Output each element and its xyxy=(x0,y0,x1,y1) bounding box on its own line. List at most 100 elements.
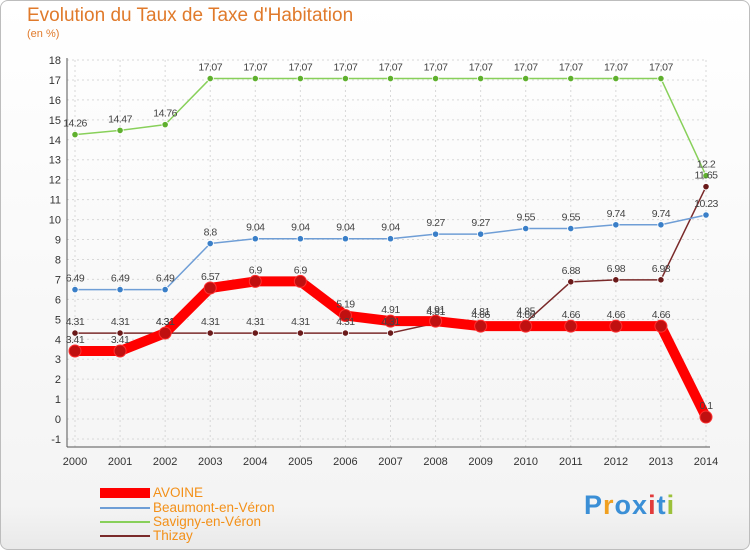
data-label-savigny-en-v-ron: 14.26 xyxy=(63,118,87,130)
data-point-beaumont-en-v-ron xyxy=(161,285,169,294)
data-label-beaumont-en-v-ron: 6.49 xyxy=(111,273,130,285)
y-tick-label: 8 xyxy=(55,254,61,266)
data-label-beaumont-en-v-ron: 9.74 xyxy=(652,208,671,220)
x-tick-label: 2012 xyxy=(604,456,628,468)
data-point-beaumont-en-v-ron xyxy=(657,221,665,229)
data-label-thizay: 4.81 xyxy=(426,306,445,318)
chart-unit: (en %) xyxy=(27,28,60,40)
data-label-avoine: 0.1 xyxy=(699,400,713,412)
data-label-thizay: 4.31 xyxy=(336,316,355,328)
data-point-thizay xyxy=(116,329,124,337)
data-point-avoine xyxy=(158,326,172,340)
y-tick-label: 2 xyxy=(55,374,61,386)
y-tick-label: 10 xyxy=(49,215,61,227)
y-tick-label: 1 xyxy=(55,394,61,406)
data-point-savigny-en-v-ron xyxy=(567,74,575,83)
legend-swatch-thizay xyxy=(100,535,150,537)
x-tick-label: 2001 xyxy=(108,456,132,468)
data-point-avoine xyxy=(68,344,82,358)
data-point-avoine xyxy=(293,274,307,288)
data-point-savigny-en-v-ron xyxy=(71,131,79,139)
x-tick-label: 2007 xyxy=(378,456,402,468)
data-label-avoine: 3.41 xyxy=(111,334,130,346)
data-point-savigny-en-v-ron xyxy=(702,172,710,180)
data-point-thizay xyxy=(296,329,304,337)
logo-letter: P xyxy=(584,490,604,520)
x-tick-label: 2006 xyxy=(333,456,357,468)
data-point-thizay xyxy=(251,329,259,337)
data-label-savigny-en-v-ron: 17.07 xyxy=(334,62,358,74)
data-label-avoine: 4.66 xyxy=(562,309,581,321)
data-label-beaumont-en-v-ron: 9.04 xyxy=(291,222,310,234)
data-point-savigny-en-v-ron xyxy=(161,121,169,129)
data-point-thizay xyxy=(341,329,350,337)
x-tick-label: 2005 xyxy=(288,456,312,468)
logo-letter: r xyxy=(603,490,615,520)
data-point-beaumont-en-v-ron xyxy=(71,285,79,294)
data-label-avoine: 5.19 xyxy=(336,299,355,311)
data-label-thizay: 4.31 xyxy=(201,316,220,328)
logo-letter: i xyxy=(648,490,657,520)
data-label-savigny-en-v-ron: 17.07 xyxy=(649,62,673,74)
x-tick-label: 2008 xyxy=(423,456,447,468)
data-label-thizay: 6.98 xyxy=(607,263,626,275)
data-labels: 3.41 3.414.316.576.9 6.95.19 4.91 4.91 4.66 4.… xyxy=(63,62,719,413)
data-point-thizay xyxy=(386,329,395,337)
data-point-savigny-en-v-ron xyxy=(116,126,124,135)
chart-title: Evolution du Taux de Taxe d'Habitation xyxy=(27,5,354,26)
data-label-thizay: 6.88 xyxy=(562,265,581,277)
logo-letter: t xyxy=(656,490,667,520)
data-label-thizay: 4.31 xyxy=(66,316,85,328)
data-point-savigny-en-v-ron xyxy=(657,74,665,83)
data-label-avoine: 6.57 xyxy=(201,271,220,283)
x-tick-label: 2002 xyxy=(153,456,177,468)
y-tick-label: 3 xyxy=(55,354,61,366)
data-point-savigny-en-v-ron xyxy=(341,74,350,83)
data-point-savigny-en-v-ron xyxy=(477,74,485,83)
data-point-savigny-en-v-ron xyxy=(431,74,440,83)
data-label-avoine: 4.91 xyxy=(381,304,400,316)
data-point-thizay xyxy=(206,329,214,337)
data-label-savigny-en-v-ron: 17.07 xyxy=(514,62,538,74)
data-label-avoine: 4.66 xyxy=(652,309,671,321)
data-point-beaumont-en-v-ron xyxy=(251,235,259,243)
data-label-thizay: 6.98 xyxy=(652,263,671,275)
x-tick-label: 2009 xyxy=(468,456,492,468)
data-label-beaumont-en-v-ron: 6.49 xyxy=(156,273,175,285)
data-label-savigny-en-v-ron: 17.07 xyxy=(288,62,312,74)
data-point-beaumont-en-v-ron xyxy=(296,235,304,243)
data-label-savigny-en-v-ron: 17.07 xyxy=(424,62,448,74)
series-layer xyxy=(68,74,713,424)
data-label-thizay: 4.31 xyxy=(381,316,400,328)
data-label-avoine: 4.66 xyxy=(516,309,535,321)
x-tick-label: 2014 xyxy=(694,456,718,468)
proxiti-logo: Proxiti xyxy=(584,490,675,521)
x-tick-label: 2004 xyxy=(243,456,267,468)
y-tick-label: 17 xyxy=(49,75,61,87)
legend-swatch-beaumont xyxy=(100,507,150,509)
data-point-avoine xyxy=(338,309,352,323)
y-tick-label: 13 xyxy=(49,155,61,167)
data-point-thizay xyxy=(657,276,665,284)
y-tick-label: 5 xyxy=(55,314,61,326)
x-tick-label: 2013 xyxy=(649,456,673,468)
data-point-thizay xyxy=(567,278,575,286)
data-label-thizay: 4.81 xyxy=(471,306,490,318)
data-label-thizay: 11.65 xyxy=(695,170,719,182)
data-point-avoine xyxy=(474,319,488,333)
data-label-thizay: 4.31 xyxy=(156,316,175,328)
data-point-avoine xyxy=(248,274,262,288)
data-label-savigny-en-v-ron: 17.07 xyxy=(379,62,403,74)
y-tick-label: 16 xyxy=(49,95,61,107)
data-label-savigny-en-v-ron: 14.76 xyxy=(153,108,177,120)
legend-label-thizay: Thizay xyxy=(153,528,193,543)
data-point-avoine xyxy=(429,314,443,328)
data-point-savigny-en-v-ron xyxy=(296,74,304,83)
data-label-savigny-en-v-ron: 17.07 xyxy=(469,62,493,74)
y-tick-label: -1 xyxy=(51,434,61,446)
data-point-avoine xyxy=(654,319,668,333)
y-tick-label: 11 xyxy=(50,195,61,207)
data-label-beaumont-en-v-ron: 9.04 xyxy=(246,222,265,234)
